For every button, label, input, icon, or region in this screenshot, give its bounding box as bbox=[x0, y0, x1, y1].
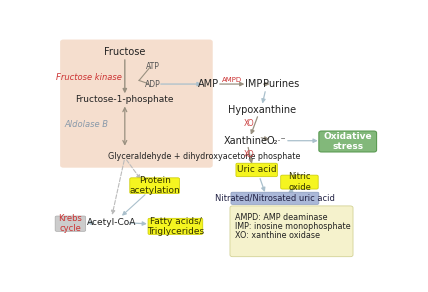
FancyBboxPatch shape bbox=[230, 206, 353, 257]
FancyBboxPatch shape bbox=[281, 175, 318, 189]
Text: XO: XO bbox=[244, 150, 255, 159]
FancyBboxPatch shape bbox=[60, 39, 213, 168]
FancyBboxPatch shape bbox=[319, 131, 377, 152]
FancyBboxPatch shape bbox=[236, 163, 277, 177]
Text: ADP: ADP bbox=[145, 80, 160, 89]
Text: Fructose: Fructose bbox=[104, 47, 146, 57]
Text: Uric acid: Uric acid bbox=[237, 166, 276, 174]
FancyBboxPatch shape bbox=[148, 218, 203, 234]
Text: Glyceraldehyde + dihydroxyacetone phosphate: Glyceraldehyde + dihydroxyacetone phosph… bbox=[108, 152, 300, 161]
Text: IMP: IMP bbox=[246, 79, 263, 89]
Text: Protein
acetylation: Protein acetylation bbox=[129, 176, 180, 195]
FancyBboxPatch shape bbox=[130, 178, 179, 194]
Text: Fatty acids/
Triglycerides: Fatty acids/ Triglycerides bbox=[147, 217, 204, 236]
Text: Xanthine: Xanthine bbox=[223, 136, 267, 146]
Text: AMPD: AMPD bbox=[222, 77, 242, 83]
Text: Purines: Purines bbox=[263, 79, 299, 89]
Text: Fructose kinase: Fructose kinase bbox=[56, 73, 122, 81]
Text: AMP: AMP bbox=[198, 79, 219, 89]
Text: Nitrated/Nitrosated uric acid: Nitrated/Nitrosated uric acid bbox=[215, 194, 335, 203]
Text: Acetyl-CoA: Acetyl-CoA bbox=[87, 218, 136, 227]
Text: Oxidative
stress: Oxidative stress bbox=[324, 132, 372, 151]
Text: O₂·⁻: O₂·⁻ bbox=[267, 136, 286, 146]
Text: IMP: inosine monophosphate: IMP: inosine monophosphate bbox=[235, 222, 351, 231]
Text: XO: xanthine oxidase: XO: xanthine oxidase bbox=[235, 231, 320, 240]
Text: Hypoxanthine: Hypoxanthine bbox=[229, 105, 297, 115]
Text: XO: XO bbox=[244, 119, 255, 128]
Text: Nitric
oxide: Nitric oxide bbox=[288, 172, 311, 192]
Text: Aldolase B: Aldolase B bbox=[65, 120, 109, 129]
FancyBboxPatch shape bbox=[55, 216, 86, 231]
Text: AMPD: AMP deaminase: AMPD: AMP deaminase bbox=[235, 213, 328, 222]
Text: ATP: ATP bbox=[146, 62, 160, 72]
Text: Krebs
cycle: Krebs cycle bbox=[59, 214, 82, 233]
Text: Fructose-1-phosphate: Fructose-1-phosphate bbox=[76, 95, 174, 104]
FancyBboxPatch shape bbox=[231, 192, 319, 204]
